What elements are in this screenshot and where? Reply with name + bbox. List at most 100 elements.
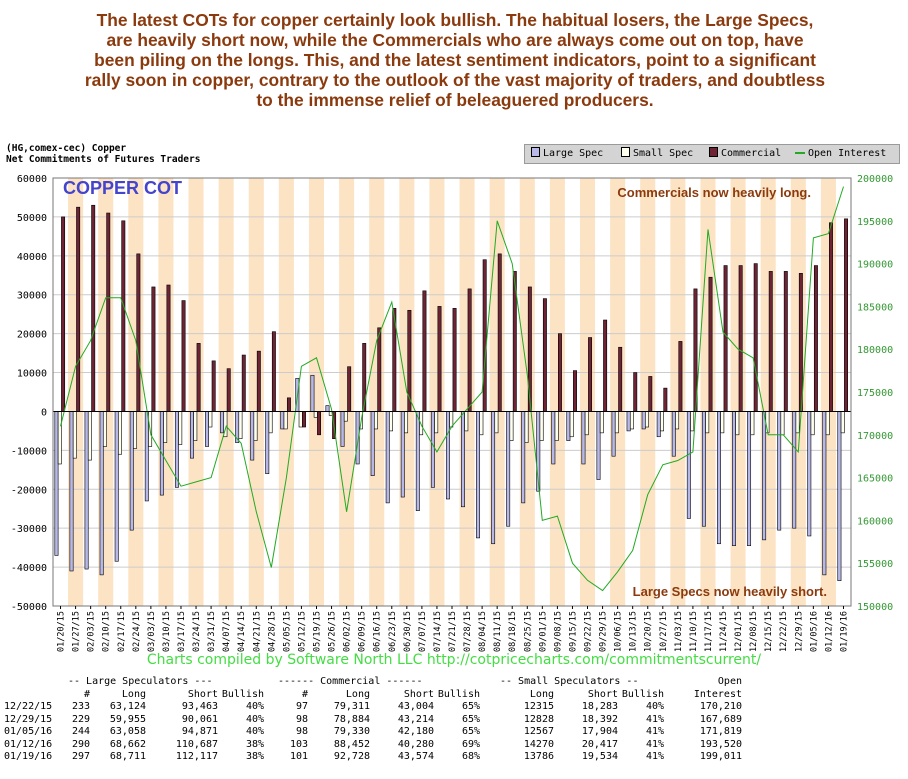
y2-tick-label: 165000 <box>857 474 893 485</box>
bar-commercial <box>618 346 623 412</box>
table-cell: 90,061 <box>181 713 218 725</box>
bar-small-spec <box>629 411 634 430</box>
bar-small-spec <box>645 411 649 428</box>
bar-small-spec <box>434 411 439 434</box>
table-cell: 290 <box>71 738 90 750</box>
bar-commercial <box>452 308 457 412</box>
bar-commercial <box>648 376 653 412</box>
bar-small-spec <box>404 411 409 434</box>
x-tick-label: 09/22/15 <box>584 611 594 652</box>
bar-small-spec <box>268 411 273 434</box>
bar-small-spec <box>660 411 664 432</box>
bar-small-spec <box>720 411 725 434</box>
bar-commercial <box>768 271 773 412</box>
bar-small-spec <box>163 411 168 443</box>
bar-commercial <box>196 343 201 412</box>
bar-small-spec <box>298 411 303 428</box>
open-interest-line <box>60 186 844 592</box>
y2-tick-label: 195000 <box>857 217 893 228</box>
table-cell: 94,871 <box>181 726 218 737</box>
y2-tick-label: 155000 <box>857 559 893 570</box>
table-cell: 43,004 <box>397 701 434 712</box>
headline-line: rally soon in copper, contrary to the ou… <box>84 70 826 90</box>
table-cell: 38% <box>245 738 264 750</box>
table-cell: 88,452 <box>333 738 370 750</box>
bar-large-spec <box>762 411 767 541</box>
legend: Large Spec Small Spec Commercial Open In… <box>524 144 900 164</box>
y-tick-label: -30000 <box>11 524 47 535</box>
y2-tick-label: 185000 <box>857 302 893 313</box>
legend-item-small-spec: Small Spec <box>621 145 693 163</box>
date-band <box>278 178 294 606</box>
legend-label: Open Interest <box>808 148 887 159</box>
th-large-short: Short <box>187 688 218 700</box>
date-band <box>128 178 144 606</box>
bar-commercial <box>557 333 562 412</box>
bar-large-spec <box>370 411 375 476</box>
table-cell: 68,662 <box>109 738 146 750</box>
x-tick-label: 02/10/15 <box>102 611 112 652</box>
table-row: 01/19/16 297 68,711 112,117 38% 101 92,728 43,5… <box>4 751 742 764</box>
date-band <box>790 178 806 606</box>
bar-small-spec <box>705 411 710 434</box>
bar-large-spec <box>205 411 209 447</box>
x-tick-label: 02/24/15 <box>132 611 142 652</box>
bar-commercial <box>467 288 472 412</box>
bar-large-spec <box>114 411 119 562</box>
x-tick-label: 09/01/15 <box>538 611 548 652</box>
table-body: 12/22/15 233 63,124 93,463 40% 97 79,311 43,004… <box>4 701 742 764</box>
bar-large-spec <box>310 374 315 412</box>
th-comm-long: Long <box>345 688 370 700</box>
legend-label: Large Spec <box>543 148 604 159</box>
bar-large-spec <box>641 411 646 430</box>
bar-small-spec <box>193 411 198 441</box>
y2-tick-label: 200000 <box>857 174 893 185</box>
y-tick-label: -50000 <box>11 602 47 613</box>
bar-large-spec <box>265 411 270 475</box>
table-header-row-1: -- Large Speculators --- ------ Commerci… <box>4 676 742 689</box>
date-band <box>579 178 596 606</box>
y2-tick-label: 170000 <box>857 431 893 442</box>
x-tick-label: 11/24/15 <box>719 611 729 652</box>
y-tick-label: 50000 <box>17 213 47 224</box>
date-band <box>429 178 445 606</box>
table-cell-date: 01/05/16 <box>4 726 53 737</box>
bar-small-spec <box>524 411 529 443</box>
x-tick-label: 07/14/15 <box>433 611 443 652</box>
bar-commercial <box>181 300 186 412</box>
table-cell: 41% <box>645 726 664 737</box>
bar-large-spec <box>340 411 345 447</box>
x-tick-label: 05/05/15 <box>282 611 292 652</box>
bar-small-spec <box>735 411 740 436</box>
x-tick-label: 06/23/15 <box>388 611 398 652</box>
bar-commercial <box>241 354 246 412</box>
headline-line: to the immense relief of beleaguered pro… <box>256 90 654 110</box>
bar-commercial <box>663 387 668 412</box>
bar-commercial <box>256 350 261 412</box>
bar-large-spec <box>491 411 496 545</box>
table-cell: 297 <box>71 751 90 762</box>
bar-large-spec <box>400 411 405 498</box>
chart-title-line-1: (HG,comex-cec) Copper <box>6 143 127 154</box>
axes: 60000 50000 40000 30000 20000 10000 0 -10000 -20… <box>11 174 893 652</box>
bar-large-spec <box>732 411 736 546</box>
bar-small-spec <box>569 411 574 438</box>
table-cell: 68,711 <box>109 751 146 762</box>
x-tick-label: 04/21/15 <box>252 611 262 652</box>
date-band <box>308 178 325 606</box>
x-tick-label: 09/08/15 <box>553 611 563 652</box>
y-tick-label: -20000 <box>11 485 47 496</box>
chart-title: (HG,comex-cec) Copper Net Commitments of… <box>6 143 200 165</box>
bar-small-spec <box>389 411 393 432</box>
x-tick-label: 03/17/15 <box>177 611 187 652</box>
x-tick-label: 12/22/15 <box>779 611 789 652</box>
bar-commercial <box>136 253 141 412</box>
bar-large-spec <box>476 411 481 539</box>
table-cell: 12828 <box>523 713 554 725</box>
x-tick-label: 01/27/15 <box>72 611 82 652</box>
bar-small-spec <box>449 411 454 428</box>
date-band <box>670 178 686 606</box>
table-group-large: -- Large Speculators --- <box>68 676 213 687</box>
x-tick-label: 06/30/15 <box>403 611 413 652</box>
x-tick-label: 07/07/15 <box>418 611 428 652</box>
